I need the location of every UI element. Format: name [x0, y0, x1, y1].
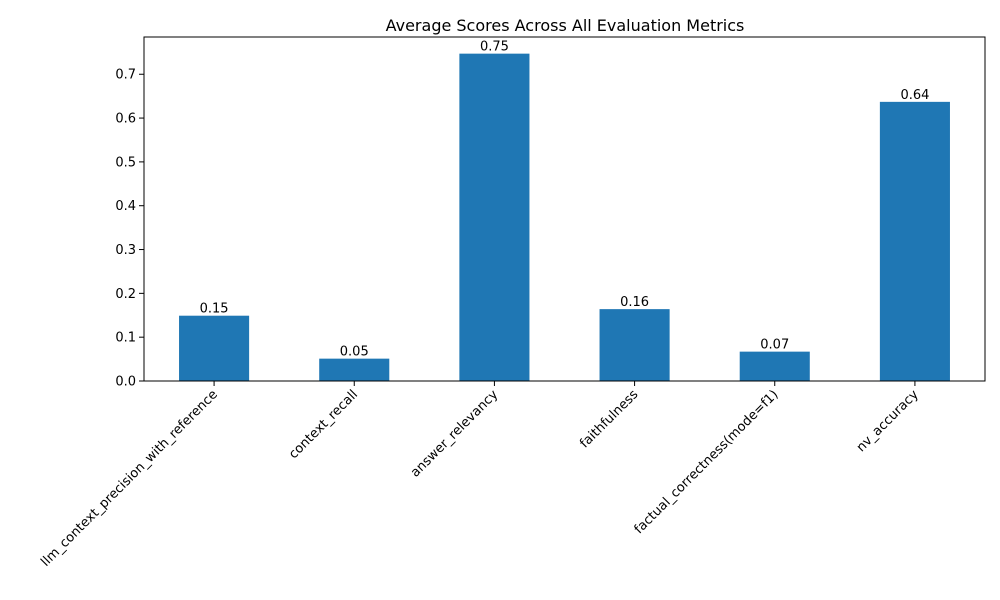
- x-tick-label: faithfulness: [577, 387, 641, 451]
- y-tick-label: 0.7: [115, 68, 136, 83]
- bar-value-label: 0.15: [200, 302, 229, 317]
- bar-llm_context_precision_with_reference: [179, 316, 249, 381]
- y-tick-label: 0.1: [115, 331, 136, 346]
- plot-frame: [144, 37, 985, 381]
- bars-group: [179, 54, 950, 381]
- y-tick-label: 0.2: [115, 287, 136, 302]
- x-tick-label: context_recall: [286, 387, 361, 462]
- x-tick-label: factual_correctness(mode=f1): [632, 387, 782, 537]
- x-tick-label: llm_context_precision_with_reference: [38, 387, 221, 570]
- bar-value-label: 0.05: [340, 345, 369, 360]
- y-tick-label: 0.5: [115, 155, 136, 170]
- y-tick-label: 0.3: [115, 243, 136, 258]
- bar-nv_accuracy: [880, 102, 950, 381]
- bar-value-label: 0.64: [900, 88, 929, 103]
- bar-value-label: 0.16: [620, 295, 649, 310]
- bar-value-label: 0.75: [480, 40, 509, 55]
- bar-context_recall: [319, 359, 389, 381]
- bar-answer_relevancy: [459, 54, 529, 381]
- bar-labels-group: 0.15 0.05 0.75 0.16 0.07 0.64: [200, 40, 930, 360]
- bar-faithfulness: [600, 309, 670, 381]
- x-tick-label: nv_accuracy: [854, 387, 922, 455]
- y-tick-label: 0.4: [115, 199, 136, 214]
- bar-factual_correctness(mode=f1): [740, 352, 810, 381]
- chart-title: Average Scores Across All Evaluation Met…: [386, 16, 745, 35]
- y-tick-label: 0.6: [115, 112, 136, 127]
- y-axis: 0.0 0.1 0.2 0.3 0.4 0.5 0.6 0.7: [115, 68, 144, 390]
- x-tick-label: answer_relevancy: [408, 387, 501, 480]
- bar-value-label: 0.07: [760, 338, 789, 353]
- x-axis: llm_context_precision_with_reference cont…: [38, 381, 922, 570]
- y-tick-label: 0.0: [115, 375, 136, 390]
